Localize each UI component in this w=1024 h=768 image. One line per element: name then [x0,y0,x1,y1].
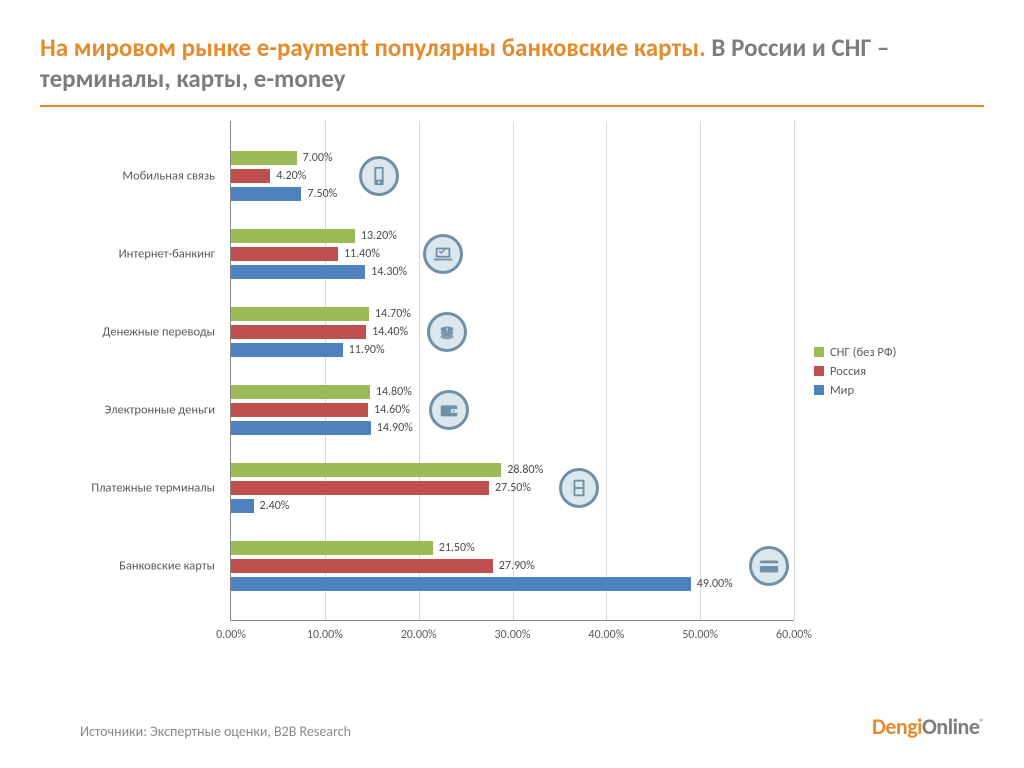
x-tick-label: 60.00% [776,628,812,642]
brand-part1: Dengi [872,713,922,740]
x-tick-label: 50.00% [682,628,718,642]
x-tick-label: 20.00% [401,628,437,642]
source-text: Источники: Экспертные оценки, B2B Resear… [80,723,351,740]
category-label: Электронные деньги [73,402,223,417]
slide: На мировом рынке e-payment популярны бан… [0,0,1024,768]
category-label: Платежные терминалы [73,480,223,495]
bar-value-label: 14.30% [365,265,407,279]
category-label: Интернет-банкинг [73,246,223,261]
category-label: Денежные переводы [73,324,223,339]
x-tick-label: 0.00% [216,628,246,642]
legend-swatch [814,385,824,395]
category-label: Банковские карты [73,558,223,573]
bar-value-label: 4.20% [270,169,306,183]
title-rule [40,105,984,107]
terminal-icon [559,468,599,508]
chart: 0.00% 10.00% 20.00% 30.00% 40.00% 50.00% 60.00… [80,121,944,661]
bar [231,481,489,495]
legend-label: Мир [830,383,854,398]
footer: Источники: Экспертные оценки, B2B Resear… [80,713,984,740]
bar-value-label: 11.40% [338,247,380,261]
gridline [794,121,795,620]
bar [231,229,355,243]
bar-value-label: 27.90% [493,559,535,573]
bar-value-label: 14.60% [368,403,410,417]
legend: СНГ (без РФ) Россия Мир [814,341,944,402]
bar-value-label: 14.90% [371,421,413,435]
bar [231,499,254,513]
bar [231,187,301,201]
gridline [700,121,701,620]
bar-value-label: 49.00% [691,577,733,591]
x-tick-label: 10.00% [307,628,343,642]
legend-item: СНГ (без РФ) [814,345,944,360]
bar [231,403,368,417]
card-icon [749,546,789,586]
x-tick-label: 30.00% [495,628,531,642]
bar-value-label: 14.80% [370,385,412,399]
bar [231,463,501,477]
legend-label: СНГ (без РФ) [830,345,896,360]
bar-value-label: 2.40% [254,499,290,513]
bar [231,307,369,321]
coins-icon: $ [427,312,467,352]
brand-registered: ® [979,716,984,729]
bar [231,169,270,183]
wallet-icon [429,390,469,430]
brand-part2: Online [922,713,979,740]
bar-value-label: 28.80% [501,463,543,477]
bar [231,325,366,339]
x-tick-label: 40.00% [588,628,624,642]
plot-area: 0.00%10.00%20.00%30.00%40.00%50.00%60.00… [230,121,794,621]
bar-value-label: 11.90% [343,343,385,357]
bar [231,559,493,573]
legend-item: Россия [814,364,944,379]
bar-value-label: 13.20% [355,229,397,243]
bar-value-label: 7.50% [301,187,337,201]
bar [231,541,433,555]
slide-title: На мировом рынке e-payment популярны бан… [40,32,984,95]
bar [231,577,691,591]
phone-icon [359,156,399,196]
bar [231,343,343,357]
legend-item: Мир [814,383,944,398]
bar-value-label: 14.40% [366,325,408,339]
bar [231,151,297,165]
gridline [513,121,514,620]
bar-value-label: 21.50% [433,541,475,555]
title-highlight: На мировом рынке e-payment популярны бан… [40,32,706,63]
laptop-icon [423,234,463,274]
legend-swatch [814,347,824,357]
bar [231,385,370,399]
category-label: Мобильная связь [73,168,223,183]
gridline [606,121,607,620]
legend-swatch [814,366,824,376]
bar [231,421,371,435]
bar-value-label: 27.50% [489,481,531,495]
svg-text:$: $ [446,327,449,333]
bar-value-label: 14.70% [369,307,411,321]
bar-value-label: 7.00% [297,151,333,165]
legend-label: Россия [830,364,866,379]
bar [231,265,365,279]
brand-logo: DengiOnline® [872,713,984,740]
bar [231,247,338,261]
